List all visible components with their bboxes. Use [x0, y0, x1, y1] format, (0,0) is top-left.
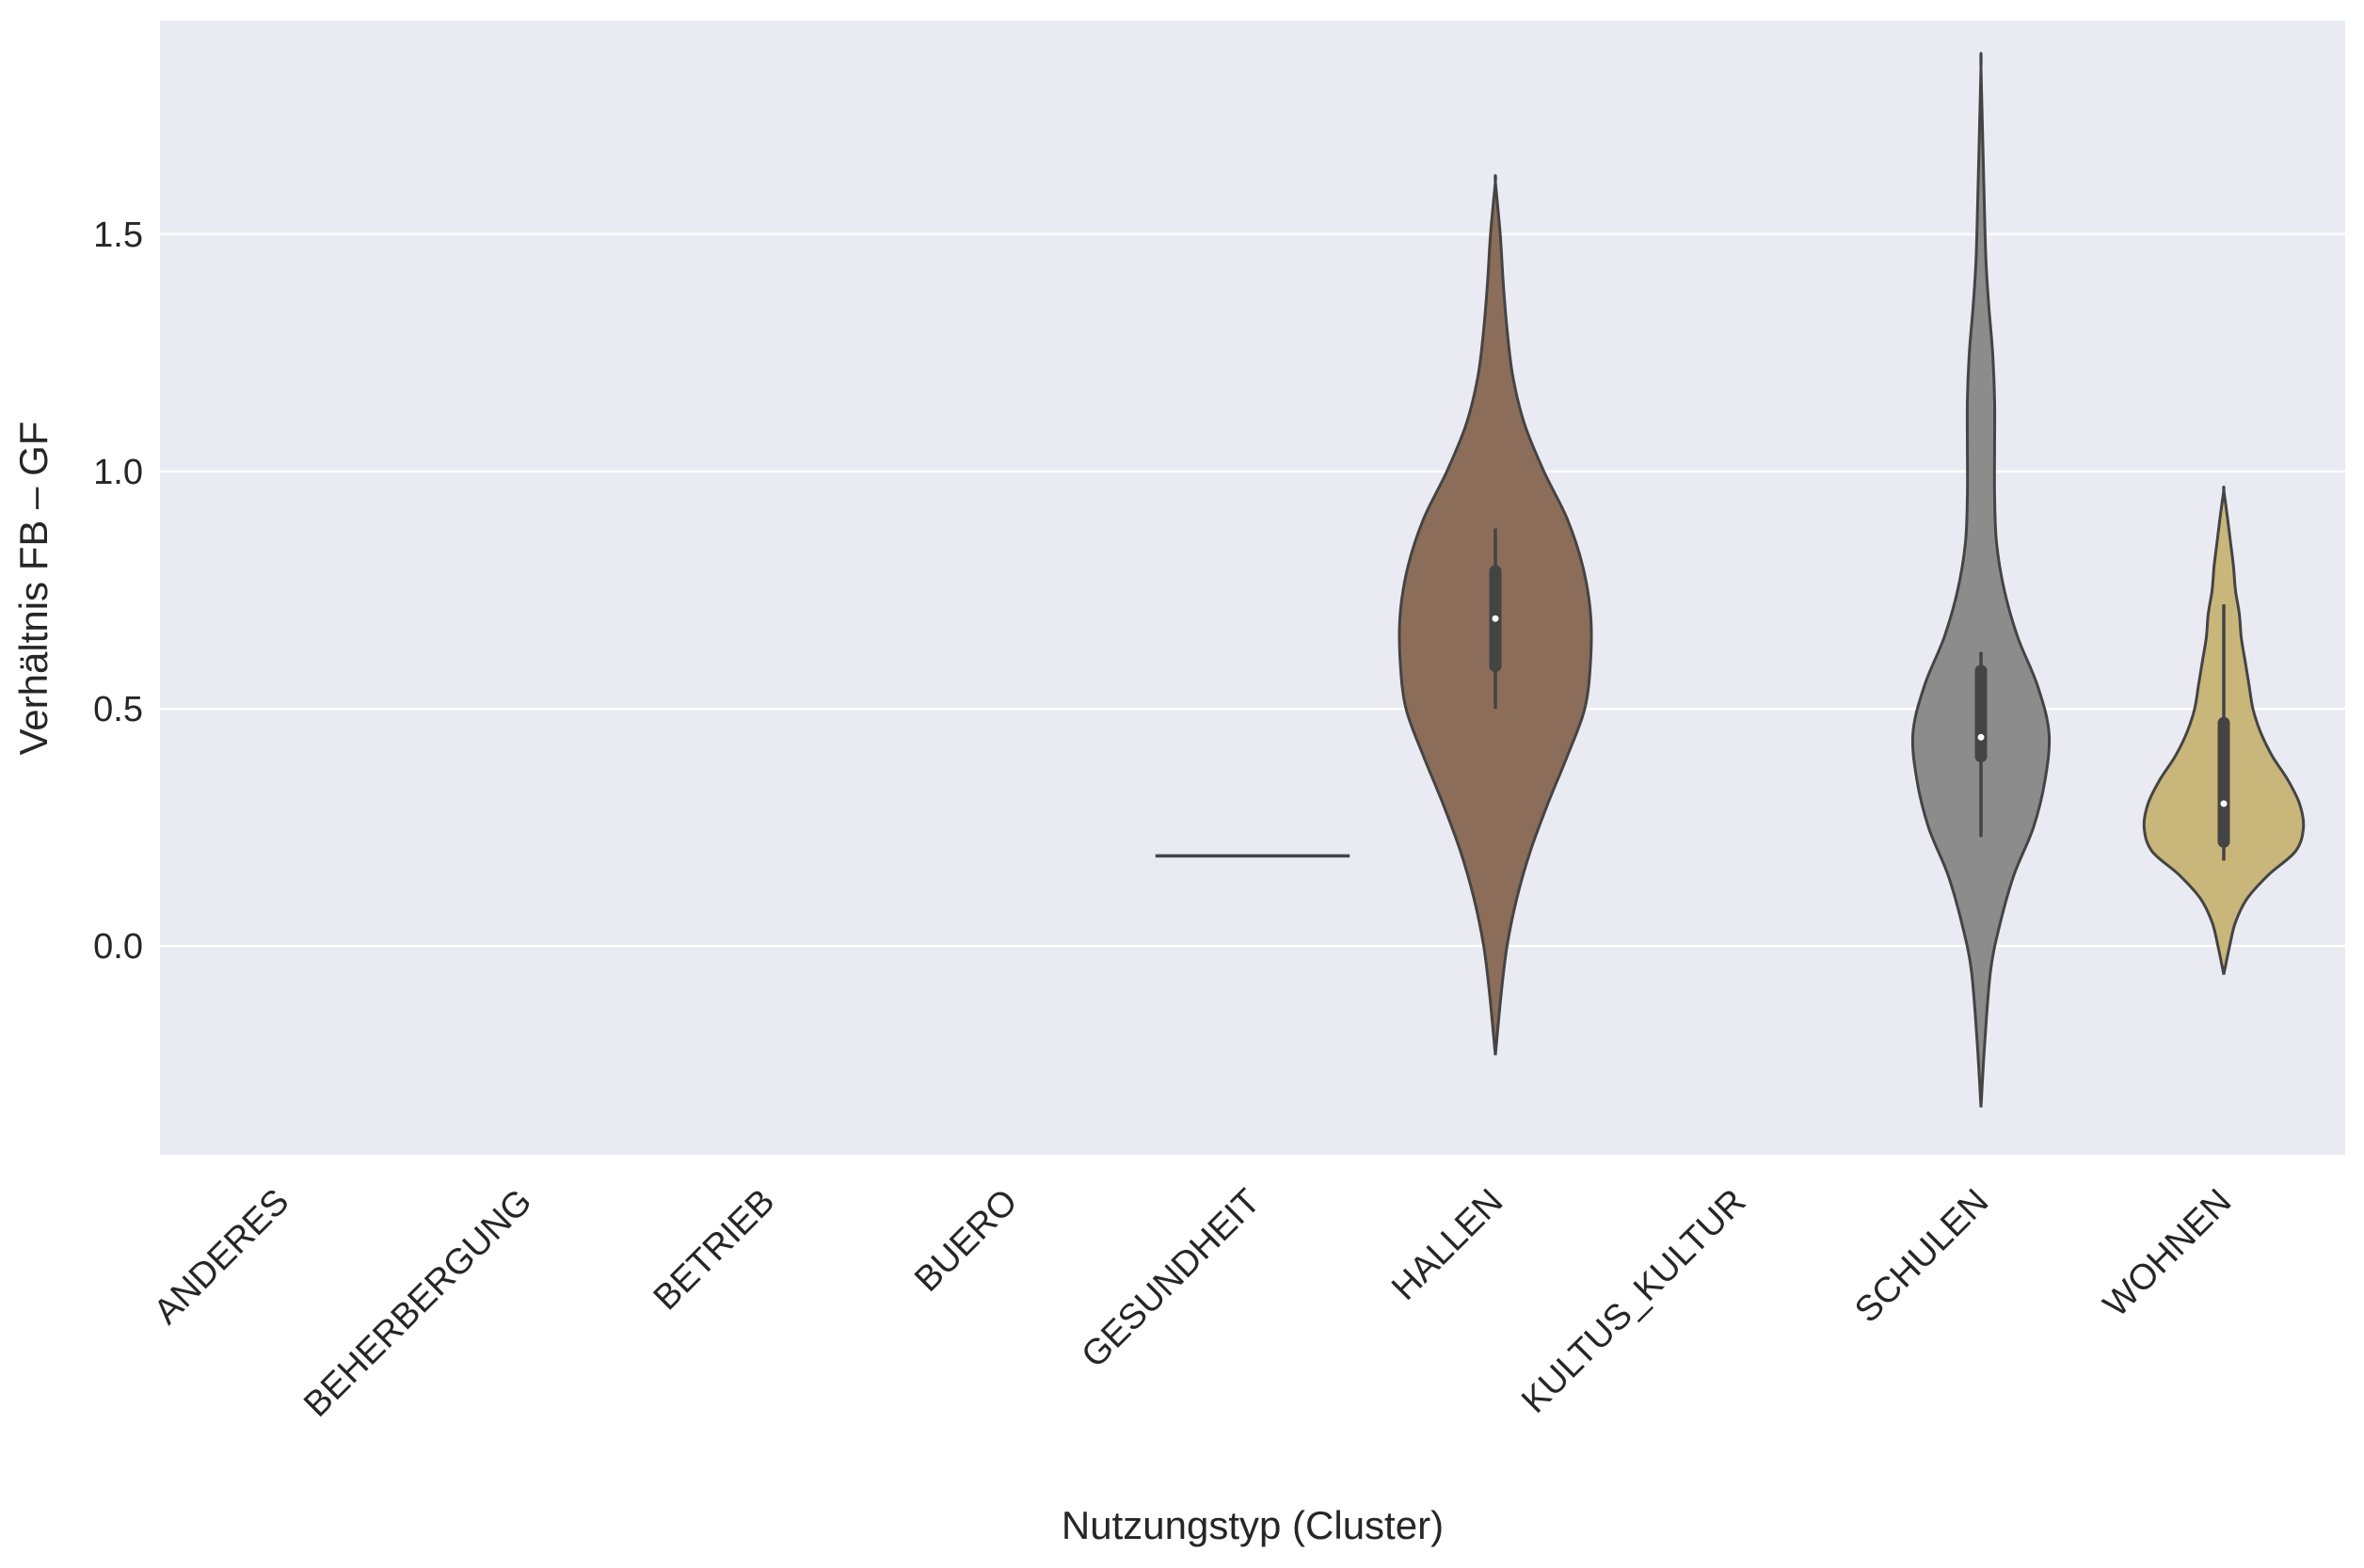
violin-median-point	[2220, 800, 2228, 808]
violin-median-point	[1492, 615, 1499, 622]
x-tick-label: GESUNDHEIT	[1074, 1182, 1268, 1376]
x-ticks: ANDERES BEHERBERGUNG BETRIEB BUERO GESUNDHEI…	[147, 1182, 2240, 1425]
y-tick-label: 0.5	[93, 690, 143, 729]
x-tick-label: KULTUS_KULTUR	[1514, 1182, 1753, 1421]
x-tick-label: WOHNEN	[2096, 1182, 2239, 1325]
y-tick-label: 1.5	[93, 216, 143, 255]
y-ticks: 0.0 0.5 1.0 1.5	[93, 216, 143, 967]
x-tick-label: BETRIEB	[647, 1182, 783, 1319]
x-tick-label: BUERO	[907, 1182, 1025, 1300]
y-tick-label: 0.0	[93, 927, 143, 967]
x-tick-label: SCHULEN	[1847, 1182, 1996, 1331]
x-tick-label: ANDERES	[147, 1182, 297, 1333]
violin-median-point	[1977, 733, 1985, 741]
x-axis-label: Nutzungstyp (Cluster)	[1062, 1503, 1444, 1547]
violin-body	[1910, 52, 2052, 1108]
plot-background	[160, 21, 2345, 1155]
x-tick-label: BEHERBERGUNG	[296, 1182, 539, 1425]
y-tick-label: 1.0	[93, 453, 143, 492]
violins	[1155, 52, 2306, 1108]
y-axis-label: Verhältnis FB – GF	[11, 422, 56, 756]
x-tick-label: HALLEN	[1384, 1182, 1510, 1308]
